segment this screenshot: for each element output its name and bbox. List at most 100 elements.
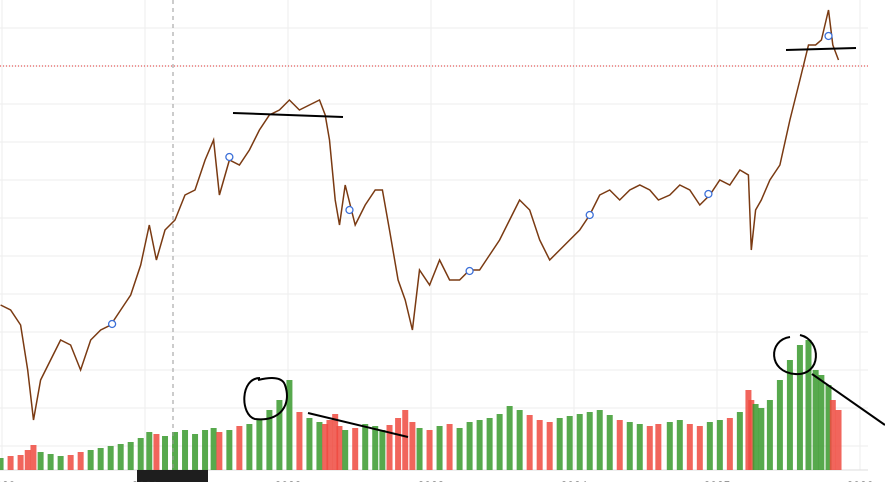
annotation-line [307,412,409,438]
volume-bar [146,432,153,470]
volume-bar [77,452,84,470]
hand-annotations [232,47,885,438]
volume-bar [342,430,349,470]
event-marker [345,205,354,215]
volume-bar [436,426,443,470]
crosshair-label [137,470,208,482]
volume-bar [818,375,825,470]
volume-bar [758,408,765,470]
volume-bar [686,424,693,470]
volume-bar [0,458,4,470]
volume-bar [586,412,593,470]
volume-bar [127,442,134,470]
volume-bar [30,445,37,470]
volume-bar [446,424,453,470]
volume-bar [476,420,483,470]
volume-bar [805,340,812,470]
x-tick-label: 2024 [561,479,588,482]
volume-bar [825,385,832,470]
volume-bar [332,414,339,470]
volume-bar [486,418,493,470]
volume-bar [666,422,673,470]
volume-bar [426,430,433,470]
volume-bar [835,410,842,470]
volume-bar [576,414,583,470]
volume-bar [210,428,217,470]
volume-bar [766,400,773,470]
volume-bar [546,422,553,470]
volume-bar [526,415,533,470]
volume-bar [306,418,313,470]
event-marker [107,319,117,329]
volume-bar [416,428,423,470]
event-marker [225,152,234,162]
volume-bar [372,426,379,470]
volume-bar [162,436,169,470]
volume-bar [266,410,273,470]
x-tick-label: 2023 [418,479,445,482]
x-tick-label: 2021 [132,479,159,482]
volume-bar [192,434,199,470]
volume-bar [736,412,743,470]
volume-bar [506,406,513,470]
volume-bar [626,422,633,470]
price-pane [0,9,868,421]
volume-bar [606,415,613,470]
volume-bar [386,425,393,470]
volume-bar [256,420,263,470]
volume-bar [216,432,223,470]
volume-pane [0,340,842,470]
volume-bar [246,424,253,470]
volume-bar [596,410,603,470]
volume-bar [362,424,369,470]
volume-bar [37,452,44,470]
volume-bar [172,432,179,470]
grid [0,0,868,471]
volume-bar [616,420,623,470]
volume-bar [696,426,703,470]
volume-bar [655,424,662,470]
x-tick-label: 2022 [275,479,302,482]
volume-bar [726,418,733,470]
volume-bar [117,444,124,470]
volume-bar [536,420,543,470]
volume-bar [87,450,94,470]
volume-bar [786,360,793,470]
volume-bar [326,420,333,470]
volume-bar [716,420,723,470]
volume-bar [296,412,303,470]
x-tick-label: 2025 [704,479,731,482]
volume-bar [796,345,803,470]
annotation-line [785,47,857,51]
x-tick-label: 2020 [0,479,16,482]
volume-bar [182,430,189,470]
volume-bar [556,418,563,470]
volume-bar [646,426,653,470]
volume-bar [24,450,31,470]
volume-bar [395,418,402,470]
volume-bar [752,404,759,470]
event-marker [585,210,594,220]
volume-bar [676,420,683,470]
volume-bar [47,454,54,470]
volume-bar [829,400,836,470]
volume-bar [276,400,283,470]
volume-bar [566,416,573,470]
volume-bar [496,414,503,470]
event-marker [465,266,474,276]
volume-bar [636,424,643,470]
volume-bar [409,422,416,470]
price-line [0,9,840,421]
volume-bar [137,438,144,470]
annotation-line [811,373,885,426]
volume-bar [322,424,329,470]
volume-bar [67,455,74,470]
volume-bar [402,410,409,470]
volume-bar [7,456,14,470]
volume-bar [748,400,755,470]
volume-bar [352,428,359,470]
volume-bar [153,434,160,470]
volume-bar [706,422,713,470]
volume-bar [812,370,819,470]
volume-bar [286,380,293,470]
